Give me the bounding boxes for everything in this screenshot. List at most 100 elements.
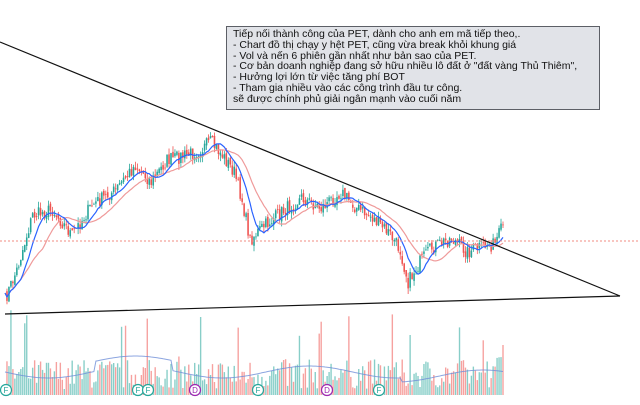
candle-body [377, 216, 380, 226]
candle-body [373, 217, 376, 222]
volume-bar [180, 369, 182, 395]
candle-body [288, 200, 291, 212]
candle-body [188, 152, 190, 156]
volume-bar [358, 369, 360, 395]
candle-body [438, 239, 441, 241]
candle-body [452, 241, 455, 244]
candle-body [411, 273, 413, 279]
candle-body [144, 173, 147, 179]
volume-bar [164, 378, 166, 395]
candle-body [22, 250, 24, 261]
volume-bar [330, 363, 332, 395]
candle-body [112, 186, 115, 193]
candle-body [448, 237, 451, 246]
volume-bar [114, 367, 117, 395]
volume-bar [429, 368, 431, 395]
volume-bar [79, 366, 81, 395]
volume-bar [22, 367, 24, 395]
event-marker-label: D [192, 386, 198, 395]
candle-body [126, 176, 129, 177]
candle-body [67, 226, 70, 235]
volume-bar [312, 382, 314, 395]
volume-bar [298, 335, 301, 395]
volume-bar [292, 381, 295, 395]
candle-body [156, 171, 158, 177]
candle-body [431, 242, 433, 250]
candle-body [217, 144, 220, 154]
candle-body [152, 175, 154, 186]
volume-bar [18, 372, 20, 395]
volume-bar [57, 378, 60, 395]
volume-bar [482, 340, 484, 395]
candle-body [53, 215, 56, 216]
volume-bar [314, 372, 316, 395]
volume-bar [101, 361, 103, 395]
candle-body [103, 190, 105, 196]
volume-bar [237, 327, 239, 395]
candle-body [401, 256, 403, 264]
volume-bar [71, 360, 73, 395]
candle-body [265, 218, 267, 227]
candle-body [320, 207, 322, 212]
volume-bar [403, 372, 405, 395]
candle-body [105, 193, 107, 195]
candle-body [61, 224, 64, 229]
candle-body [118, 183, 121, 185]
volume-bar [122, 387, 125, 395]
candle-body [205, 138, 208, 146]
volume-bar [318, 333, 320, 395]
volume-bar [168, 387, 170, 395]
event-marker: F [131, 383, 145, 397]
candle-body [148, 178, 151, 185]
candle-body [77, 223, 79, 229]
volume-bar [245, 382, 247, 395]
volume-bar [217, 364, 220, 395]
volume-bar [89, 371, 91, 395]
candle-body [195, 156, 198, 158]
volume-bar [273, 366, 275, 395]
candle-body [170, 153, 172, 165]
volume-bar [310, 368, 312, 395]
volume-bar [160, 385, 162, 395]
candle-body [361, 207, 364, 209]
volume-bar [385, 380, 388, 395]
volume-bar [105, 365, 107, 395]
candle-body [83, 220, 85, 221]
candle-body [328, 197, 330, 202]
volume-bar [286, 385, 289, 395]
volume-bar [306, 387, 309, 395]
candle-body [427, 246, 429, 249]
volume-bar [488, 387, 490, 395]
volume-bar [288, 363, 291, 395]
candle-body [150, 179, 153, 185]
volume-bar [162, 386, 164, 395]
candle-body [332, 197, 334, 206]
candle-body [468, 247, 471, 258]
candle-body [290, 210, 293, 214]
candle-body [241, 198, 243, 202]
volume-bar [322, 370, 324, 395]
candle-body [239, 177, 241, 199]
candle-body [369, 216, 372, 218]
volume-bar [172, 387, 174, 395]
volume-bar [472, 366, 475, 395]
candle-body [132, 166, 135, 176]
ascending-support-trendline [4, 295, 621, 315]
candle-body [59, 218, 62, 226]
volume-bar [203, 379, 206, 395]
volume-bar [470, 375, 473, 395]
volume-bar [320, 321, 322, 395]
volume-bar [241, 371, 243, 395]
volume-bar [45, 362, 48, 395]
volume-bar [417, 376, 419, 395]
volume-bar [300, 388, 303, 395]
volume-bar [83, 360, 85, 395]
volume-bar [219, 363, 222, 395]
candle-body [33, 211, 36, 218]
candle-body [158, 168, 160, 173]
candle-body [128, 168, 131, 178]
volume-bar [12, 369, 14, 395]
volume-bar [156, 376, 158, 395]
